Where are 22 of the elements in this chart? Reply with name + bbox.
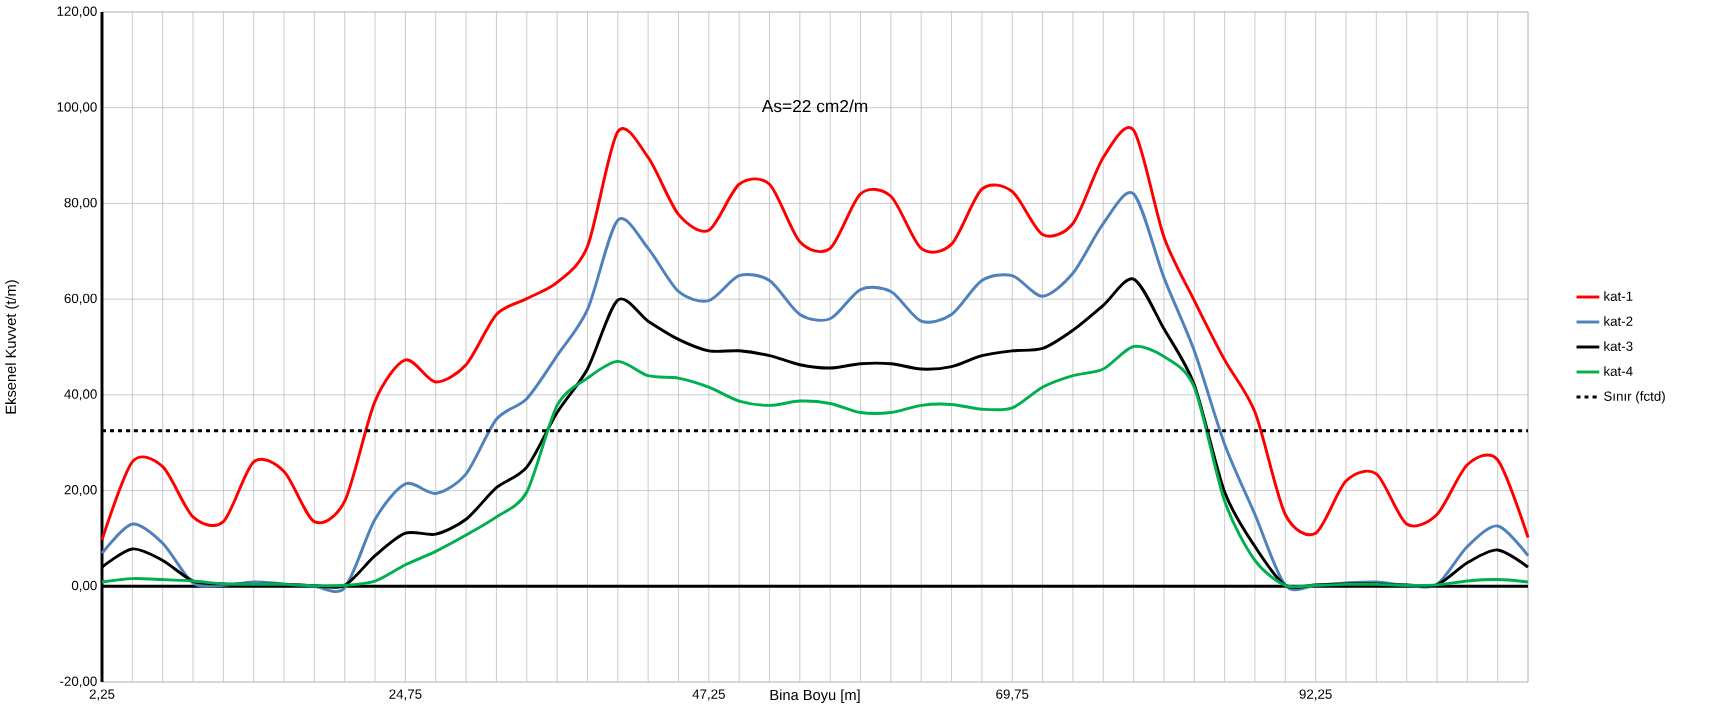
y-tick-label: 60,00	[64, 293, 97, 305]
x-tick-label: 69,75	[996, 689, 1029, 701]
line-series	[100, 344, 1530, 589]
y-axis-title: Eksenel Kuvvet (t/m)	[5, 280, 19, 414]
legend-label: Sınır (fctd)	[1604, 391, 1665, 404]
y-tick-label: 0,00	[71, 580, 97, 592]
annotation: As=22 cm2/m	[761, 99, 868, 113]
legend-label: kat-1	[1604, 291, 1633, 301]
x-tick-label: 92,25	[1299, 689, 1332, 701]
y-tick-label: 40,00	[64, 389, 97, 401]
y-tick-label: 80,00	[64, 197, 97, 209]
y-tick-label: 20,00	[64, 485, 97, 497]
y-tick-label: 120,00	[57, 6, 97, 18]
x-axis-title: Bina Boyu [m]	[770, 689, 860, 704]
x-tick-label: 24,75	[389, 689, 422, 701]
x-tick-label: 47,25	[692, 689, 725, 701]
legend-label: kat-2	[1604, 316, 1633, 326]
legend-label: kat-3	[1604, 341, 1633, 351]
y-tick-label: 100,00	[57, 102, 97, 114]
x-tick-label: 2,25	[89, 689, 115, 701]
y-tick-label: -20,00	[60, 676, 97, 688]
legend-label: kat-4	[1604, 366, 1633, 376]
